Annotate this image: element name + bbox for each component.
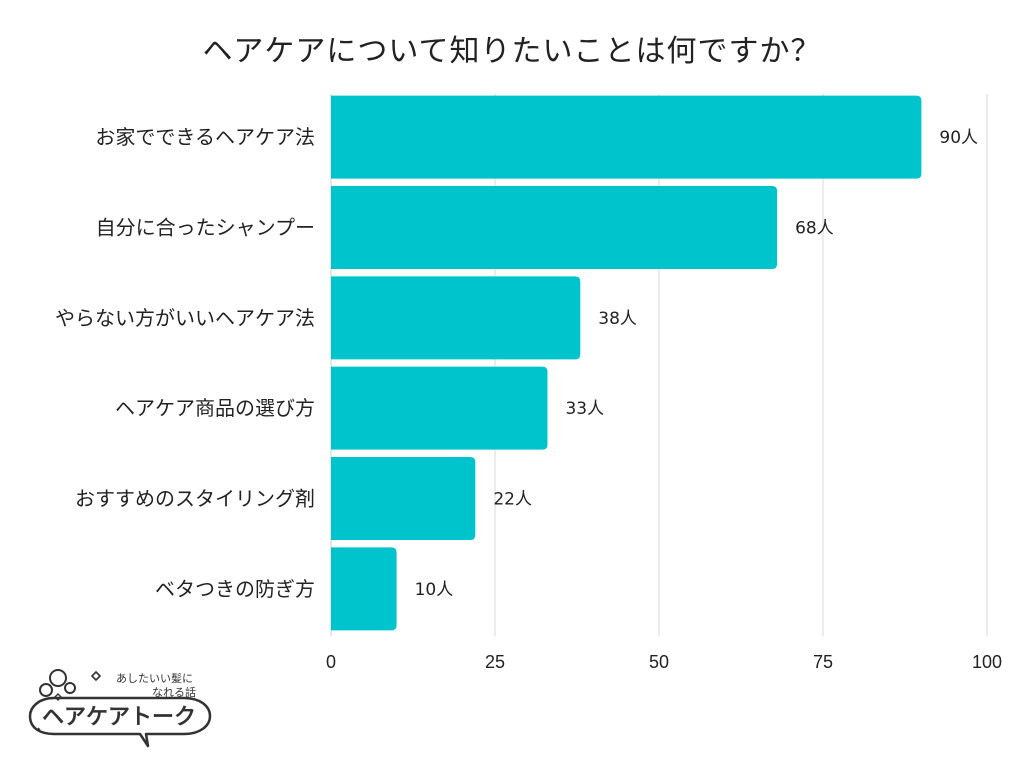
logo-tagline-2: なれる話 xyxy=(152,685,196,699)
data-label: 22人 xyxy=(493,490,532,510)
category-label: 自分に合ったシャンプー xyxy=(96,216,315,240)
category-label: お家でできるヘアケア法 xyxy=(95,125,315,149)
bar xyxy=(331,547,397,631)
x-tick-label: 25 xyxy=(485,652,505,672)
category-label: おすすめのスタイリング剤 xyxy=(75,487,315,511)
bar xyxy=(331,366,548,450)
logo-name: ヘアケアトーク xyxy=(42,705,196,730)
bar xyxy=(331,457,476,540)
data-label: 38人 xyxy=(598,309,637,329)
data-label: 33人 xyxy=(565,399,604,419)
bar xyxy=(331,276,581,360)
category-label: やらない方がいいヘアケア法 xyxy=(55,306,315,330)
data-label: 10人 xyxy=(415,580,454,600)
x-tick-label: 50 xyxy=(649,652,669,672)
hair-care-talk-logo: あしたいい髪に なれる話 ヘアケアトーク xyxy=(28,669,212,748)
x-tick-label: 100 xyxy=(972,652,1002,672)
logo-tagline-1: あしたいい髪に xyxy=(116,671,193,685)
category-label: ベタつきの防ぎ方 xyxy=(155,577,315,601)
x-tick-label: 0 xyxy=(326,652,336,672)
category-label: ヘアケア商品の選び方 xyxy=(115,396,315,420)
x-tick-label: 75 xyxy=(813,652,833,672)
bar xyxy=(331,186,778,269)
data-label: 68人 xyxy=(795,219,834,239)
chart-title: ヘアケアについて知りたいことは何ですか？ xyxy=(202,34,822,69)
bar xyxy=(331,95,922,179)
data-label: 90人 xyxy=(939,128,978,148)
